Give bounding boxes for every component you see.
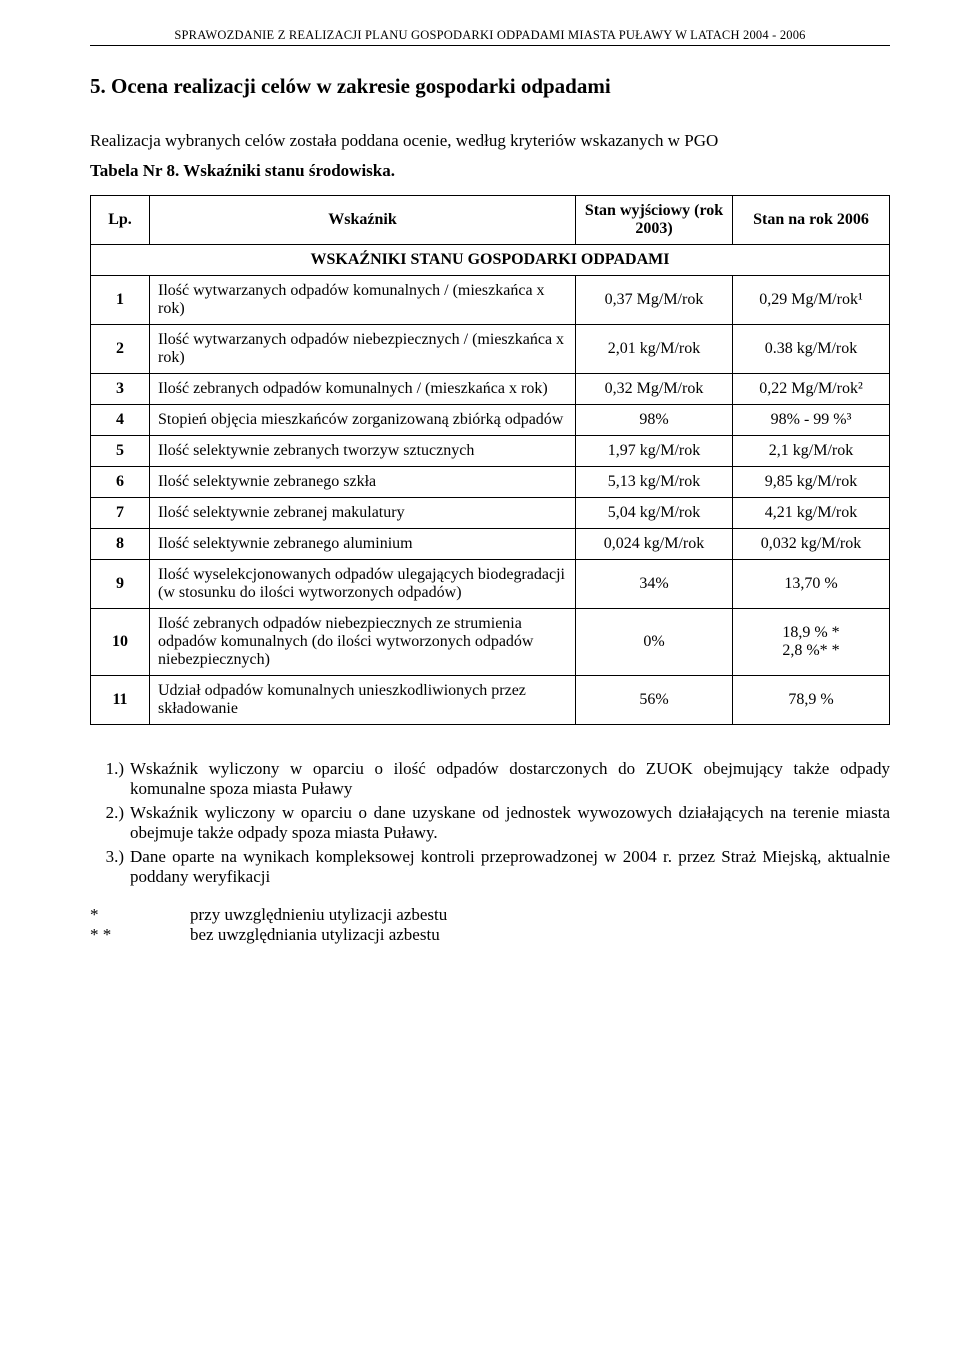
- cell-current: 0,29 Mg/M/rok¹: [733, 276, 890, 325]
- cell-indicator: Ilość wyselekcjonowanych odpadów ulegają…: [150, 560, 576, 609]
- spacer: [130, 905, 190, 925]
- table-row: 7 Ilość selektywnie zebranej makulatury …: [91, 498, 890, 529]
- cell-current: 98% - 99 %³: [733, 405, 890, 436]
- cell-indicator: Ilość wytwarzanych odpadów komunalnych /…: [150, 276, 576, 325]
- numbered-footnotes: 1.) Wskaźnik wyliczony w oparciu o ilość…: [90, 759, 890, 887]
- spacer: [130, 925, 190, 945]
- cell-baseline: 34%: [576, 560, 733, 609]
- footnote-star-text: przy uwzględnieniu utylizacji azbestu: [190, 905, 447, 925]
- cell-lp: 1: [91, 276, 150, 325]
- cell-indicator: Ilość selektywnie zebranego aluminium: [150, 529, 576, 560]
- table-row: 2 Ilość wytwarzanych odpadów niebezpiecz…: [91, 325, 890, 374]
- footnote-marker: 3.): [90, 847, 130, 887]
- cell-baseline: 0,32 Mg/M/rok: [576, 374, 733, 405]
- cell-lp: 4: [91, 405, 150, 436]
- section-title: 5. Ocena realizacji celów w zakresie gos…: [90, 74, 890, 99]
- cell-current: 9,85 kg/M/rok: [733, 467, 890, 498]
- cell-indicator: Ilość selektywnie zebranej makulatury: [150, 498, 576, 529]
- cell-current: 0.38 kg/M/rok: [733, 325, 890, 374]
- cell-indicator: Stopień objęcia mieszkańców zorganizowan…: [150, 405, 576, 436]
- page: SPRAWOZDANIE Z REALIZACJI PLANU GOSPODAR…: [0, 0, 960, 1371]
- cell-indicator: Ilość selektywnie zebranego szkła: [150, 467, 576, 498]
- cell-current: 0,032 kg/M/rok: [733, 529, 890, 560]
- cell-baseline: 98%: [576, 405, 733, 436]
- footnote-text: Wskaźnik wyliczony w oparciu o ilość odp…: [130, 759, 890, 799]
- cell-lp: 9: [91, 560, 150, 609]
- cell-indicator: Ilość zebranych odpadów komunalnych / (m…: [150, 374, 576, 405]
- footnote-text: Wskaźnik wyliczony w oparciu o dane uzys…: [130, 803, 890, 843]
- table-caption: Tabela Nr 8. Wskaźniki stanu środowiska.: [90, 161, 890, 181]
- cell-baseline: 5,13 kg/M/rok: [576, 467, 733, 498]
- table-section-heading: WSKAŹNIKI STANU GOSPODARKI ODPADAMI: [91, 245, 890, 276]
- cell-current: 78,9 %: [733, 676, 890, 725]
- cell-indicator: Ilość zebranych odpadów niebezpiecznych …: [150, 609, 576, 676]
- cell-current: 4,21 kg/M/rok: [733, 498, 890, 529]
- running-header: SPRAWOZDANIE Z REALIZACJI PLANU GOSPODAR…: [90, 28, 890, 46]
- table-section-row: WSKAŹNIKI STANU GOSPODARKI ODPADAMI: [91, 245, 890, 276]
- table-row: 8 Ilość selektywnie zebranego aluminium …: [91, 529, 890, 560]
- indicators-table: Lp. Wskaźnik Stan wyjściowy (rok 2003) S…: [90, 195, 890, 725]
- table-row: 9 Ilość wyselekcjonowanych odpadów ulega…: [91, 560, 890, 609]
- cell-baseline: 5,04 kg/M/rok: [576, 498, 733, 529]
- table-row: 3 Ilość zebranych odpadów komunalnych / …: [91, 374, 890, 405]
- cell-baseline: 0,024 kg/M/rok: [576, 529, 733, 560]
- cell-baseline: 1,97 kg/M/rok: [576, 436, 733, 467]
- cell-baseline: 0,37 Mg/M/rok: [576, 276, 733, 325]
- table-row: 5 Ilość selektywnie zebranych tworzyw sz…: [91, 436, 890, 467]
- cell-lp: 3: [91, 374, 150, 405]
- footnote-star-item: * * bez uwzględniania utylizacji azbestu: [90, 925, 890, 945]
- cell-current: 0,22 Mg/M/rok²: [733, 374, 890, 405]
- footnote-star-marker: * *: [90, 925, 130, 945]
- cell-current: 13,70 %: [733, 560, 890, 609]
- footnote-marker: 2.): [90, 803, 130, 843]
- cell-indicator: Ilość selektywnie zebranych tworzyw sztu…: [150, 436, 576, 467]
- col-baseline: Stan wyjściowy (rok 2003): [576, 196, 733, 245]
- table-row: 4 Stopień objęcia mieszkańców zorganizow…: [91, 405, 890, 436]
- footnote-item: 3.) Dane oparte na wynikach kompleksowej…: [90, 847, 890, 887]
- table-row: 10 Ilość zebranych odpadów niebezpieczny…: [91, 609, 890, 676]
- cell-baseline: 2,01 kg/M/rok: [576, 325, 733, 374]
- cell-current: 2,1 kg/M/rok: [733, 436, 890, 467]
- cell-indicator: Udział odpadów komunalnych unieszkodliwi…: [150, 676, 576, 725]
- footnote-star-text: bez uwzględniania utylizacji azbestu: [190, 925, 440, 945]
- footnote-item: 1.) Wskaźnik wyliczony w oparciu o ilość…: [90, 759, 890, 799]
- col-current: Stan na rok 2006: [733, 196, 890, 245]
- footnote-star-item: * przy uwzględnieniu utylizacji azbestu: [90, 905, 890, 925]
- cell-lp: 6: [91, 467, 150, 498]
- cell-current: 18,9 % * 2,8 %* *: [733, 609, 890, 676]
- table-body: WSKAŹNIKI STANU GOSPODARKI ODPADAMI 1 Il…: [91, 245, 890, 725]
- footnote-text: Dane oparte na wynikach kompleksowej kon…: [130, 847, 890, 887]
- cell-lp: 2: [91, 325, 150, 374]
- cell-lp: 7: [91, 498, 150, 529]
- cell-lp: 10: [91, 609, 150, 676]
- table-header-row: Lp. Wskaźnik Stan wyjściowy (rok 2003) S…: [91, 196, 890, 245]
- footnote-item: 2.) Wskaźnik wyliczony w oparciu o dane …: [90, 803, 890, 843]
- intro-paragraph: Realizacja wybranych celów została podda…: [90, 131, 890, 151]
- starred-footnotes: * przy uwzględnieniu utylizacji azbestu …: [90, 905, 890, 945]
- cell-baseline: 0%: [576, 609, 733, 676]
- cell-lp: 5: [91, 436, 150, 467]
- table-row: 1 Ilość wytwarzanych odpadów komunalnych…: [91, 276, 890, 325]
- col-lp: Lp.: [91, 196, 150, 245]
- cell-lp: 11: [91, 676, 150, 725]
- table-row: 11 Udział odpadów komunalnych unieszkodl…: [91, 676, 890, 725]
- footnote-star-marker: *: [90, 905, 130, 925]
- table-head: Lp. Wskaźnik Stan wyjściowy (rok 2003) S…: [91, 196, 890, 245]
- cell-lp: 8: [91, 529, 150, 560]
- cell-baseline: 56%: [576, 676, 733, 725]
- col-indicator: Wskaźnik: [150, 196, 576, 245]
- cell-indicator: Ilość wytwarzanych odpadów niebezpieczny…: [150, 325, 576, 374]
- table-row: 6 Ilość selektywnie zebranego szkła 5,13…: [91, 467, 890, 498]
- footnote-marker: 1.): [90, 759, 130, 799]
